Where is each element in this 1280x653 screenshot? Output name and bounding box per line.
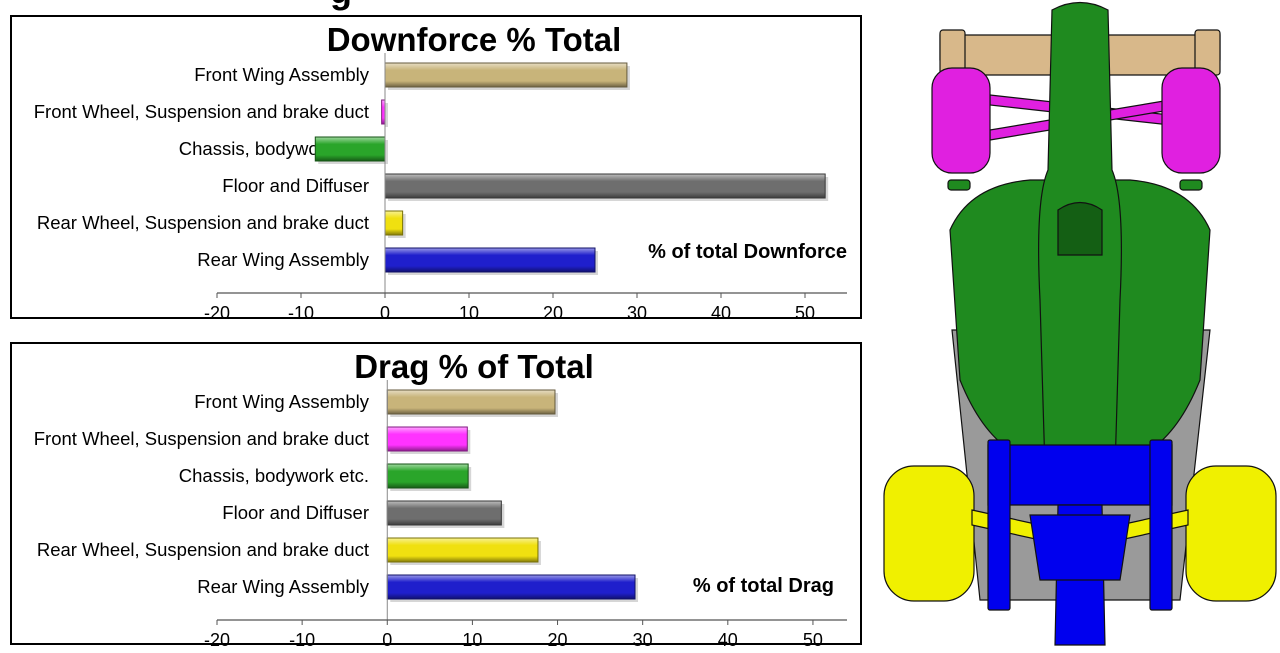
x-tick-label: -20 <box>204 303 230 323</box>
x-tick-label: 50 <box>803 630 823 650</box>
car-front-wheel-left <box>931 67 991 174</box>
car-rear-wheel-left <box>883 465 975 602</box>
car-rear-wing-endplate-right <box>1149 439 1173 611</box>
x-tick-label: 30 <box>633 630 653 650</box>
bar-rear-wheel-suspension-and-brake-duct <box>384 210 404 236</box>
bar-shadow <box>384 103 388 127</box>
bar-chassis-bodywork-etc <box>386 463 469 489</box>
car-rear-wing-endplate-left <box>987 439 1011 611</box>
bar-front-wing-assembly <box>384 62 628 88</box>
bar-rear-wing-assembly <box>386 574 636 600</box>
bar-rear-wing-assembly <box>384 247 596 273</box>
category-label: Front Wing Assembly <box>194 391 370 412</box>
x-tick-label: 20 <box>543 303 563 323</box>
downforce-chart: Downforce % Total Front Wing Assembly Fron… <box>34 21 847 323</box>
category-label: Floor and Diffuser <box>222 175 369 196</box>
bar-chassis-bodywork-etc <box>314 136 386 162</box>
bar-rear-wheel-suspension-and-brake-duct <box>386 537 539 563</box>
x-tick-label: 20 <box>548 630 568 650</box>
chart-annotation: % of total Downforce <box>648 241 847 263</box>
bar-front-wheel-suspension-and-brake-duct <box>381 99 386 125</box>
car-mirror-left <box>947 179 971 191</box>
x-tick-label: 10 <box>459 303 479 323</box>
category-label: Rear Wing Assembly <box>197 576 369 597</box>
x-tick-label: 10 <box>462 630 482 650</box>
x-tick-label: 30 <box>627 303 647 323</box>
x-tick-label: 40 <box>711 303 731 323</box>
x-tick-label: -10 <box>288 303 314 323</box>
f1-car-top-view-icon <box>883 1 1277 646</box>
category-label: Chassis, bodywork etc. <box>179 465 369 486</box>
category-label: Rear Wing Assembly <box>197 249 369 270</box>
car-front-wheel-right <box>1161 67 1221 174</box>
car-diffuser-center <box>1029 514 1131 581</box>
category-label: Rear Wheel, Suspension and brake duct <box>37 212 369 233</box>
car-cockpit <box>1057 201 1103 256</box>
category-label: Rear Wheel, Suspension and brake duct <box>37 539 369 560</box>
car-rear-wing <box>987 444 1173 506</box>
bar-front-wheel-suspension-and-brake-duct <box>386 426 468 452</box>
x-tick-label: 40 <box>718 630 738 650</box>
bar-floor-and-diffuser <box>384 173 826 199</box>
x-tick-label: 50 <box>795 303 815 323</box>
chart-title: Downforce % Total <box>327 21 622 58</box>
car-mirror-right <box>1179 179 1203 191</box>
category-label: Front Wheel, Suspension and brake duct <box>34 101 369 122</box>
car-rear-wheel-right <box>1185 465 1277 602</box>
chart-title: Drag % of Total <box>354 348 594 385</box>
bar-floor-and-diffuser <box>386 500 502 526</box>
drag-chart-panel: Drag % of Total Front Wing Assembly Front … <box>10 342 862 650</box>
x-tick-label: 0 <box>380 303 390 323</box>
chart-annotation: % of total Drag <box>693 575 834 597</box>
category-label: Front Wheel, Suspension and brake duct <box>34 428 369 449</box>
x-tick-label: 0 <box>382 630 392 650</box>
bar-front-wing-assembly <box>386 389 556 415</box>
category-label: Floor and Diffuser <box>222 502 369 523</box>
downforce-chart-panel: Downforce % Total Front Wing Assembly Fron… <box>10 15 862 323</box>
page-title-fragment: g <box>330 0 352 12</box>
category-label: Front Wing Assembly <box>194 64 370 85</box>
x-tick-label: -20 <box>204 630 230 650</box>
x-tick-label: -10 <box>289 630 315 650</box>
drag-chart: Drag % of Total Front Wing Assembly Front … <box>34 348 847 650</box>
